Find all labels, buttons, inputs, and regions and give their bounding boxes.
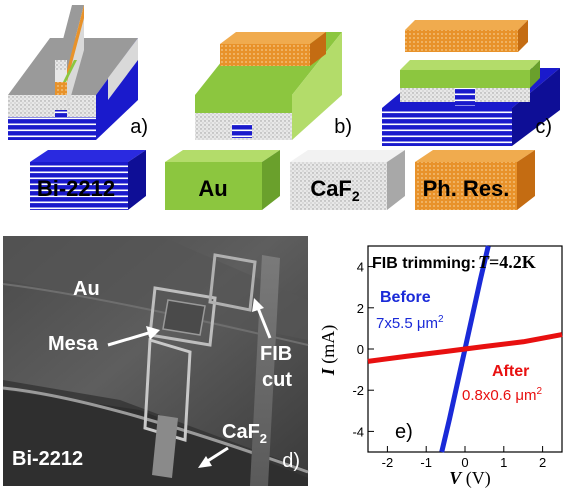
mesa-arrow-head [146,326,160,340]
caf2-arrow [205,446,229,464]
temperature-label: T=4.2K [478,252,536,272]
panel-label-c: c) [535,116,552,138]
schematic-panel-a: a) [8,5,148,140]
x-tick-label: 1 [500,455,507,470]
schematic-panel-c: c) [382,20,560,146]
y-tick-label: 0 [357,342,364,357]
iv-header: FIB trimming: [372,255,476,272]
x-tick-label: -1 [420,455,432,470]
fib-arrow [256,307,272,339]
panel-label-d: d) [282,450,300,472]
legend-label-au: Au [198,176,227,201]
legend-au: Au [165,150,280,210]
x-tick-label: 0 [461,455,468,470]
panel-label-a: a) [130,116,148,138]
panel-label-e: e) [395,421,413,443]
series-line-after [367,332,563,364]
legend-caf2: CaF2 [290,150,405,210]
before-area-label: 7x5.5 μm2 [376,314,444,332]
panel-label-b: b) [334,116,352,138]
mesa-arrow [107,330,153,347]
legend-label-bi2212: Bi-2212 [37,176,115,201]
series-layer [367,245,563,453]
legend-bi2212: Bi-2212 [30,150,146,210]
y-tick-label: 2 [357,301,364,316]
before-label: Before [380,289,431,306]
y-axis-label: I (mA) [318,325,339,377]
legend-label-photoresist: Ph. Res. [423,176,510,201]
sem-image-panel-d: Au Mesa FIB cut CaF2 Bi-2212 d) [2,236,309,486]
fib-arrow-head [252,298,264,312]
schematic-panel-b: b) [195,32,352,140]
y-tick-label: 4 [357,260,364,275]
x-tick-label: -2 [382,455,394,470]
material-legend: Bi-2212 Au CaF2 Ph. Res. [30,150,535,210]
iv-chart-panel-e: -2 -1 0 1 2 -4 -2 0 2 4 FIB trimming: T=4.2K Befo… [318,245,563,489]
after-label: After [492,363,529,380]
y-tick-label: -2 [352,383,364,398]
x-tick-label: 2 [539,455,546,470]
sem-label-mesa: Mesa [48,333,99,355]
after-area-label: 0.8x0.6 μm2 [462,386,543,404]
legend-label-caf2: CaF2 [310,176,360,204]
x-axis-label: V (V) [449,468,491,489]
sem-label-fib: FIB [260,343,292,365]
caf2-arrow-head [198,456,212,468]
sem-label-caf2: CaF2 [222,421,267,446]
y-tick-label: -4 [352,424,364,439]
sem-label-au: Au [73,278,100,300]
axis-ticks: -2 -1 0 1 2 -4 -2 0 2 4 [352,260,546,470]
sem-label-cut: cut [262,369,292,391]
legend-photoresist: Ph. Res. [415,150,535,210]
sem-label-bi2212: Bi-2212 [12,448,83,470]
